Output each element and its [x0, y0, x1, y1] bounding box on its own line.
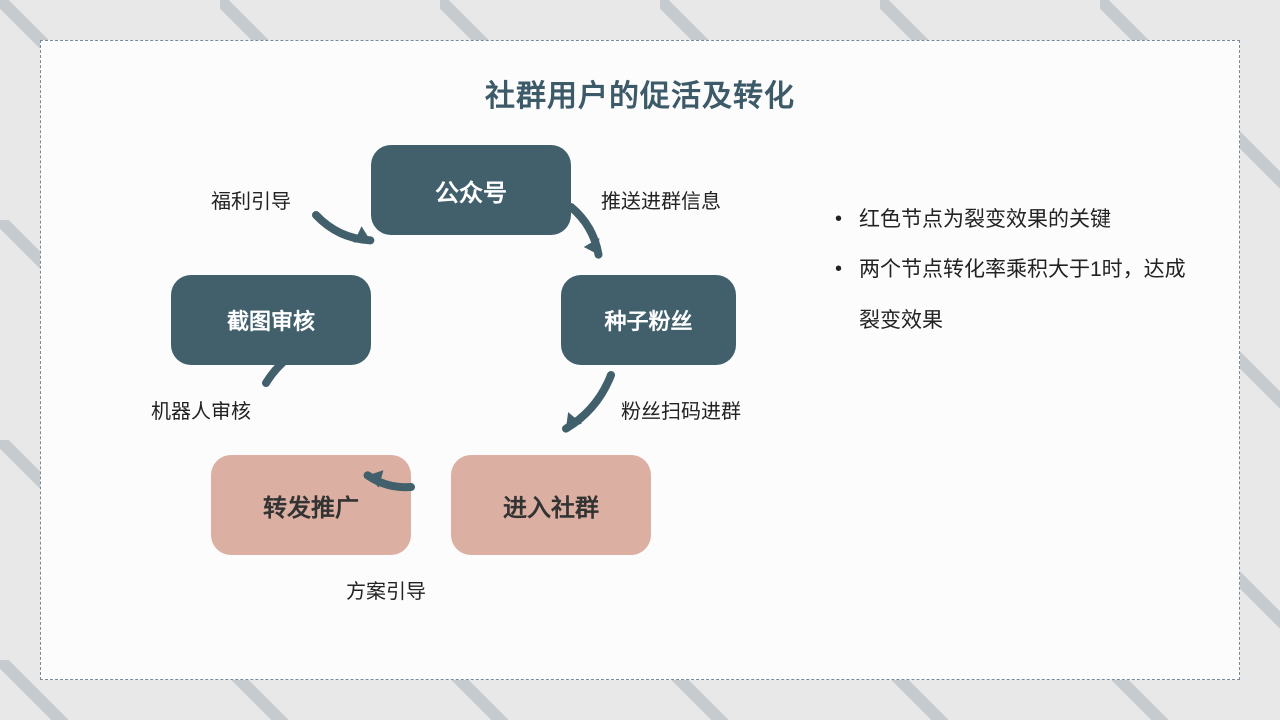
node-n5: 截图审核	[171, 275, 371, 365]
notes-list: 红色节点为裂变效果的关键两个节点转化率乘积大于1时，达成裂变效果	[831, 195, 1199, 346]
edge-label-4: 福利引导	[211, 185, 291, 214]
node-n4: 转发推广	[211, 455, 411, 555]
edge-label-0: 推送进群信息	[601, 185, 721, 214]
page-title: 社群用户的促活及转化	[81, 71, 1199, 115]
edge-label-1: 粉丝扫码进群	[621, 395, 741, 424]
content-row: 公众号种子粉丝进入社群转发推广 截图审核 推送进群信息粉丝扫码进群方案引导 机器人审核…	[81, 135, 1199, 653]
note-item-1: 两个节点转化率乘积大于1时，达成裂变效果	[831, 245, 1199, 346]
node-n1: 公众号	[371, 145, 571, 235]
notes-panel: 红色节点为裂变效果的关键两个节点转化率乘积大于1时，达成裂变效果	[801, 135, 1199, 653]
note-item-0: 红色节点为裂变效果的关键	[831, 195, 1199, 245]
node-n3: 进入社群	[451, 455, 651, 555]
cycle-diagram: 公众号种子粉丝进入社群转发推广 截图审核 推送进群信息粉丝扫码进群方案引导 机器人审核…	[81, 135, 801, 653]
slide-card: 社群用户的促活及转化 公众号种子粉丝进入社群转发推广 截图审核 推送进群信息粉丝扫码…	[40, 40, 1240, 680]
edge-label-3: 机器人审核	[151, 395, 251, 424]
edge-label-2: 方案引导	[346, 575, 426, 604]
arrow-1	[538, 354, 633, 456]
node-n2: 种子粉丝	[561, 275, 736, 365]
